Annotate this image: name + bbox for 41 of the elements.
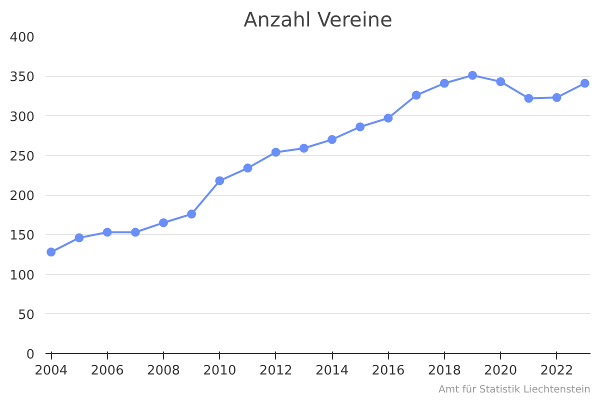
x-tick-label: 2010 [203, 364, 236, 378]
point [328, 135, 337, 144]
point [524, 94, 534, 103]
y-tick-label: 50 [18, 308, 35, 323]
x-tick-label: 2018 [428, 364, 461, 378]
point [46, 248, 56, 257]
text: Amt für Statistik Liechtenstein [438, 384, 590, 396]
x-tick-label: 2016 [372, 364, 405, 378]
x-tick-label: 2014 [316, 364, 349, 378]
point [412, 90, 421, 100]
point [243, 164, 252, 173]
chart-title: Anzahl Vereine [244, 8, 392, 32]
point [187, 210, 196, 219]
point [384, 114, 393, 123]
point [74, 233, 84, 242]
y-tick-label: 0 [26, 348, 35, 362]
point [158, 218, 168, 228]
point [552, 93, 562, 102]
y-tick-label: 200 [10, 189, 35, 204]
y-tick-label: 250 [10, 149, 35, 164]
y-tick-label: 150 [10, 228, 35, 244]
x-tick-label: 2022 [540, 364, 574, 378]
point [356, 122, 365, 132]
x-tick-label: 2006 [90, 364, 124, 378]
point [468, 70, 478, 80]
y-tick-label: 300 [10, 110, 35, 125]
y-tick-label: 100 [10, 268, 35, 284]
point [102, 228, 112, 237]
x-tick-label: 2020 [484, 364, 518, 378]
x-tick-label: 2008 [146, 364, 180, 378]
x-tick-label: 2012 [259, 364, 292, 378]
point [215, 176, 224, 186]
y-tick-label: 400 [10, 30, 35, 46]
x-tick-label: 2004 [34, 364, 68, 378]
y-tick-label: 350 [10, 70, 35, 86]
point [271, 148, 280, 157]
point [580, 78, 590, 88]
point [496, 77, 506, 86]
point [299, 144, 308, 153]
point [130, 228, 140, 237]
point [440, 78, 449, 88]
